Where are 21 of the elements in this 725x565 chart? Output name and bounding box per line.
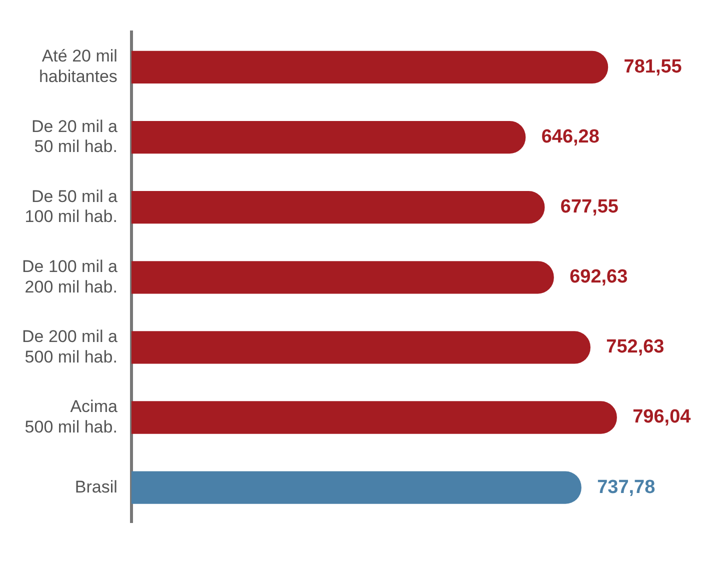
- data-label: 692,63: [570, 266, 628, 288]
- bar: [131, 191, 545, 224]
- bar: [131, 120, 526, 154]
- y-tick-label: De 200 mil a 500 mil hab.: [22, 326, 118, 366]
- bar: [131, 50, 608, 84]
- bar: [131, 331, 590, 364]
- data-label: 646,28: [541, 126, 600, 148]
- data-label: 752,63: [606, 336, 664, 358]
- y-tick-label: De 20 mil a 50 mil hab.: [31, 116, 118, 156]
- data-label: 781,55: [624, 56, 682, 78]
- y-tick-label: Brasil: [74, 477, 118, 496]
- y-tick-label: De 50 mil a 100 mil hab.: [24, 186, 118, 226]
- bar: [131, 401, 617, 434]
- bar: [131, 471, 582, 504]
- data-label: 677,55: [560, 196, 619, 218]
- data-label: 737,78: [597, 476, 656, 498]
- y-tick-label: Acima 500 mil hab.: [24, 397, 118, 436]
- bar: [131, 261, 554, 294]
- y-tick-label: De 100 mil a 200 mil hab.: [22, 256, 118, 296]
- y-tick-label: Até 20 mil habitantes: [38, 46, 118, 86]
- data-label: 796,04: [632, 406, 692, 428]
